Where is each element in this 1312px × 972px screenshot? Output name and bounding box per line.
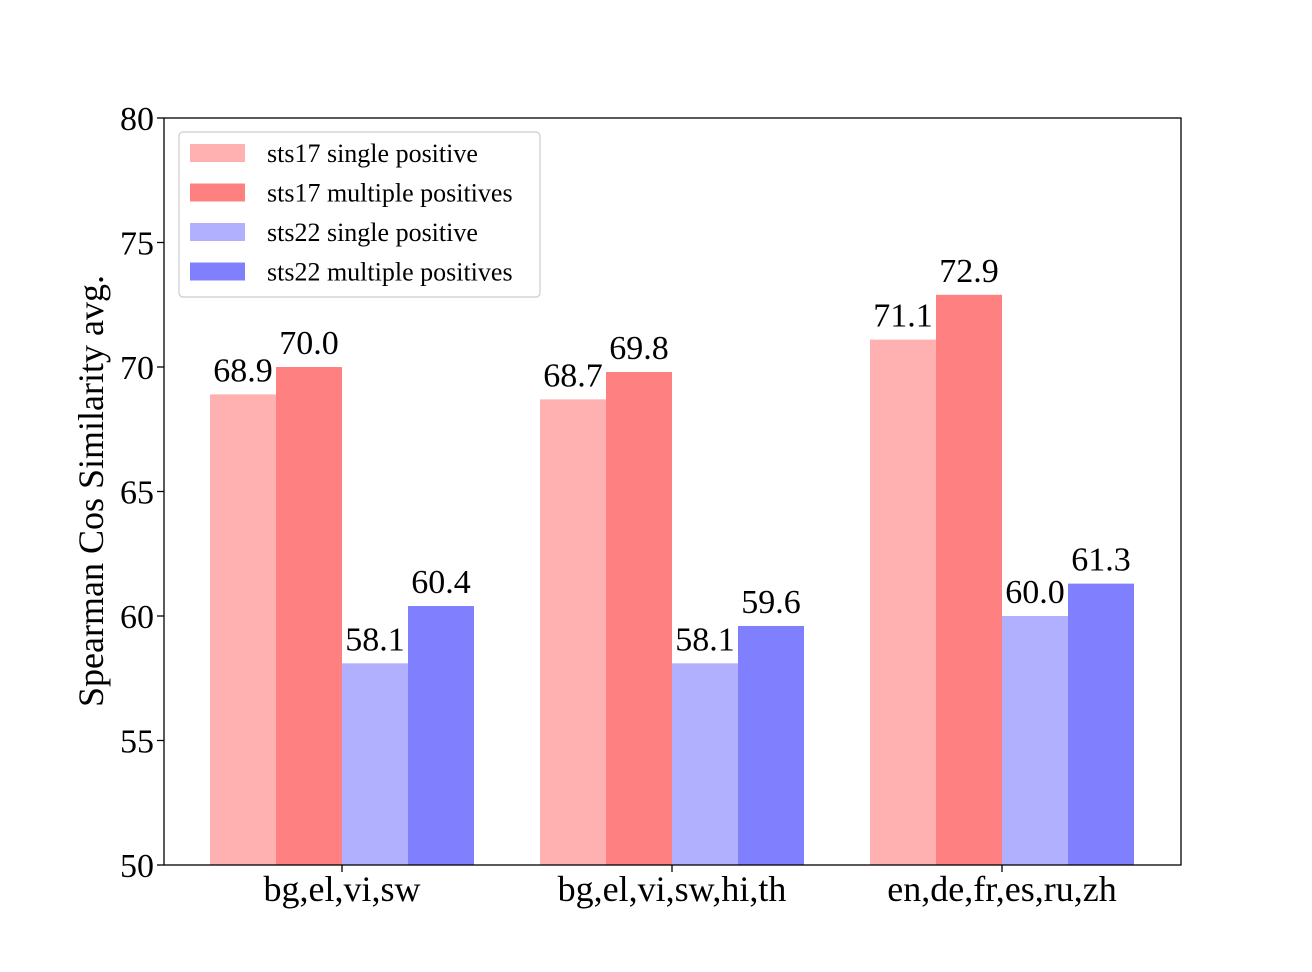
y-tick-label: 50 (120, 848, 154, 885)
data-label: 68.7 (543, 357, 603, 394)
y-tick-label: 55 (120, 724, 154, 761)
bar-1-1 (210, 394, 276, 865)
bar-2-1 (276, 367, 342, 865)
x-axis: bg,el,vi,sw bg,el,vi,sw,hi,th en,de,fr,es,… (264, 865, 1117, 909)
legend-label: sts17 single positive (267, 139, 478, 168)
data-label: 60.0 (1005, 574, 1065, 611)
legend-swatch (190, 262, 245, 281)
y-tick-label: 60 (120, 599, 154, 636)
data-label: 59.6 (741, 584, 801, 621)
bar-2-3 (936, 294, 1002, 865)
bar-1-2 (540, 399, 606, 865)
data-label: 58.1 (345, 621, 405, 658)
bar-3-1 (342, 663, 408, 865)
data-label: 58.1 (675, 621, 735, 658)
bar-3-2 (672, 663, 738, 865)
legend-label: sts22 multiple positives (267, 258, 513, 287)
y-tick-label: 70 (120, 350, 154, 387)
data-label: 61.3 (1071, 542, 1131, 579)
legend-label: sts22 single positive (267, 218, 478, 247)
legend-swatch (190, 183, 245, 202)
bar-3-3 (1002, 616, 1068, 865)
data-labels: 68.970.058.160.468.769.858.159.671.172.9… (213, 253, 1131, 659)
legend-swatch (190, 223, 245, 241)
bar-4-1 (408, 606, 474, 865)
y-axis-label: Spearman Cos Similarity avg. (71, 275, 111, 707)
legend: sts17 single positive sts17 multiple posi… (178, 131, 541, 298)
legend-label: sts17 multiple positives (267, 179, 513, 208)
x-tick-label: en,de,fr,es,ru,zh (887, 869, 1116, 909)
data-label: 71.1 (873, 298, 933, 335)
data-label: 60.4 (411, 564, 471, 601)
bar-1-3 (870, 339, 936, 865)
bar-4-3 (1068, 583, 1134, 865)
bar-4-2 (738, 625, 804, 865)
y-tick-label: 75 (120, 226, 154, 263)
data-label: 72.9 (939, 253, 999, 290)
y-tick-label: 80 (120, 101, 154, 138)
data-label: 68.9 (213, 352, 273, 389)
y-tick-label: 65 (120, 475, 154, 512)
y-axis: 50 55 60 65 70 75 80 (120, 101, 164, 885)
data-label: 69.8 (609, 330, 669, 367)
legend-swatch (190, 144, 245, 162)
x-tick-label: bg,el,vi,sw (264, 869, 421, 909)
bar-2-2 (606, 371, 672, 865)
legend-box (178, 131, 541, 298)
x-tick-label: bg,el,vi,sw,hi,th (558, 869, 787, 909)
bars (210, 294, 1134, 865)
data-label: 70.0 (279, 325, 339, 362)
